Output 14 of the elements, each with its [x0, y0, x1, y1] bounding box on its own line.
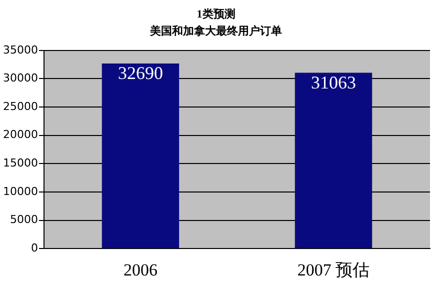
chart-title: 1类预测 — [196, 7, 236, 20]
y-tick-label: 35000 — [2, 43, 38, 56]
y-tick-label: 25000 — [2, 100, 38, 113]
chart-subtitle: 美国和加拿大最终用户订单 — [149, 24, 282, 38]
x-tick-label: 2006 — [123, 260, 158, 280]
y-tick-label: 10000 — [2, 184, 38, 198]
y-tick-label: 0 — [30, 241, 38, 254]
y-tick-label: 15000 — [2, 156, 38, 170]
y-tick-label: 5000 — [10, 213, 38, 226]
y-tick-label: 30000 — [2, 72, 38, 85]
data-label: 31063 — [311, 72, 356, 92]
data-label: 32690 — [118, 63, 163, 84]
x-tick-label: 2007 预估 — [297, 260, 370, 280]
y-tick-label: 20000 — [2, 128, 38, 142]
